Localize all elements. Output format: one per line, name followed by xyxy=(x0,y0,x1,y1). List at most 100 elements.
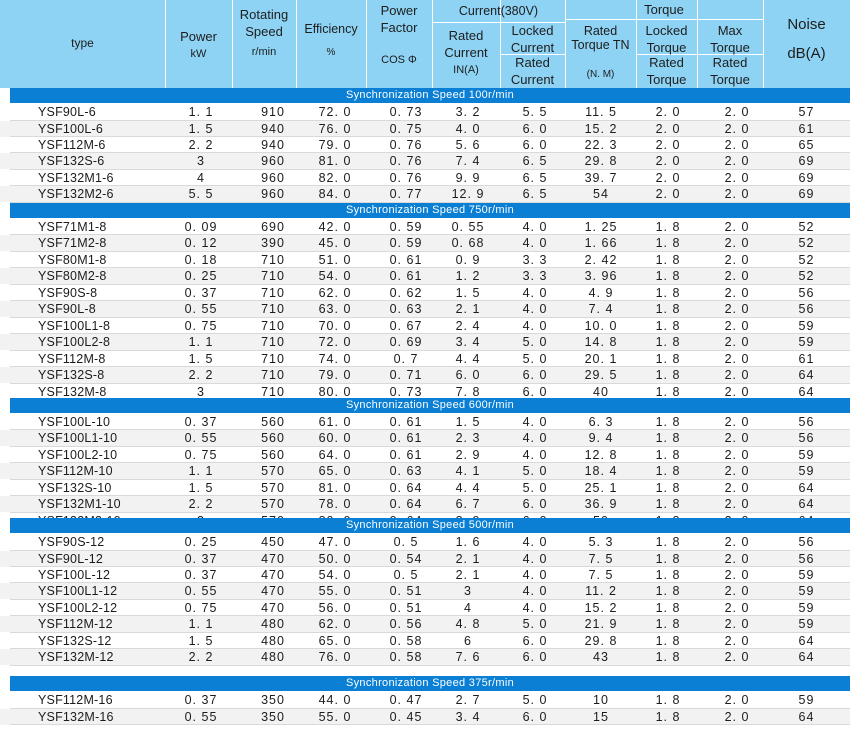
cell-power-factor: 0. 67 xyxy=(389,318,423,333)
cell-efficiency: 80. 0 xyxy=(318,384,352,399)
row-divider xyxy=(10,333,850,335)
cell-type: YSF100L-12 xyxy=(38,567,111,582)
cell-rated-torque: 20. 1 xyxy=(584,351,618,366)
cell-speed: 470 xyxy=(261,567,285,582)
cell-efficiency: 62. 0 xyxy=(318,285,352,300)
cell-rated-current: 2. 1 xyxy=(455,551,481,566)
row-divider xyxy=(10,168,850,170)
cell-rated-current: 5. 6 xyxy=(455,137,481,152)
header-rated-current-unit: IN(A) xyxy=(453,64,479,76)
cell-speed: 480 xyxy=(261,617,285,632)
cell-rated-current: 9. 9 xyxy=(455,170,481,185)
cell-max-torque: 2. 0 xyxy=(724,269,750,284)
cell-speed: 450 xyxy=(261,535,285,549)
header-locked-torque: Locked Torque xyxy=(645,23,688,55)
cell-locked-torque: 1. 8 xyxy=(655,600,681,615)
cell-locked-current: 4. 0 xyxy=(522,302,548,317)
cell-speed: 710 xyxy=(261,318,285,333)
table-row: YSF90L-6 1. 1 910 72. 0 0. 73 3. 2 5. 5 11. 5 2.… xyxy=(0,104,850,120)
cell-rated-torque: 15. 2 xyxy=(584,121,618,136)
cell-speed: 470 xyxy=(261,551,285,566)
cell-type: YSF132S-8 xyxy=(38,368,105,382)
cell-efficiency: 81. 0 xyxy=(318,154,352,169)
cell-rated-torque: 29. 5 xyxy=(584,368,618,382)
cell-efficiency: 65. 0 xyxy=(318,464,352,479)
table-row: YSF132M-12 2. 2 480 76. 0 0. 58 7. 6 6. 0 43 1. … xyxy=(0,649,850,666)
cell-type: YSF112M-6 xyxy=(38,137,106,152)
cell-rated-torque: 15. 2 xyxy=(584,600,618,615)
cell-power: 2. 2 xyxy=(188,368,214,382)
cell-locked-torque: 1. 8 xyxy=(655,351,681,366)
cell-speed: 710 xyxy=(261,351,285,366)
row-divider xyxy=(10,135,850,137)
header-current-group: Current(380V) xyxy=(458,4,539,18)
header-efficiency: Efficiency xyxy=(304,22,358,36)
cell-locked-current: 5. 5 xyxy=(522,105,548,119)
cell-rated-current: 4. 4 xyxy=(455,351,481,366)
header-divider xyxy=(432,22,565,23)
row-divider xyxy=(10,549,850,551)
cell-efficiency: 81. 0 xyxy=(318,480,352,495)
header-rated-torque-unit: (N. M) xyxy=(586,69,615,80)
cell-locked-current: 5. 0 xyxy=(522,693,548,707)
cell-locked-torque: 1. 8 xyxy=(655,617,681,632)
cell-rated-current: 1. 5 xyxy=(455,285,481,300)
cell-speed: 470 xyxy=(261,584,285,599)
cell-max-torque: 2. 0 xyxy=(724,105,750,119)
row-divider xyxy=(10,119,850,121)
cell-max-torque: 2. 0 xyxy=(724,617,750,632)
cell-max-torque: 2. 0 xyxy=(724,285,750,300)
cell-locked-current: 4. 0 xyxy=(522,584,548,599)
cell-locked-torque: 1. 8 xyxy=(655,693,681,707)
cell-noise: 59 xyxy=(798,447,815,462)
cell-rated-current: 4. 1 xyxy=(455,464,481,479)
cell-locked-torque: 1. 8 xyxy=(655,480,681,495)
cell-speed: 710 xyxy=(261,252,285,267)
row-divider xyxy=(10,598,850,600)
row-divider xyxy=(10,648,850,650)
table-row: YSF132S-12 1. 5 480 65. 0 0. 58 6 6. 0 29. 8 1. … xyxy=(0,633,850,649)
row-divider xyxy=(10,185,850,187)
cell-locked-current: 5. 0 xyxy=(522,464,548,479)
cell-power-factor: 0. 75 xyxy=(389,121,423,136)
cell-rated-current: 2. 4 xyxy=(455,318,481,333)
cell-locked-torque: 1. 8 xyxy=(655,431,681,446)
cell-locked-current: 5. 0 xyxy=(522,351,548,366)
cell-rated-torque: 29. 8 xyxy=(584,154,618,169)
cell-locked-current: 6. 0 xyxy=(522,121,548,136)
table-row: YSF132S-6 3 960 81. 0 0. 76 7. 4 6. 5 29. 8 2. 0… xyxy=(0,153,850,170)
cell-power-factor: 0. 61 xyxy=(389,431,423,446)
cell-locked-current: 4. 0 xyxy=(522,447,548,462)
cell-type: YSF100L2-8 xyxy=(38,335,111,350)
cell-rated-current: 7. 4 xyxy=(455,154,481,169)
cell-noise: 69 xyxy=(798,154,815,169)
cell-type: YSF100L-10 xyxy=(38,415,111,429)
cell-rated-current: 4 xyxy=(464,600,472,615)
cell-type: YSF100L-6 xyxy=(38,121,104,136)
header-divider xyxy=(636,54,763,55)
table-row: YSF132S-8 2. 2 710 79. 0 0. 71 6. 0 6. 0 29. 5 1… xyxy=(0,367,850,383)
cell-type: YSF112M-12 xyxy=(38,617,113,632)
cell-noise: 59 xyxy=(798,600,815,615)
cell-power: 0. 12 xyxy=(184,236,218,251)
table-row: YSF112M-12 1. 1 480 62. 0 0. 56 4. 8 5. 0 21. 9… xyxy=(0,616,850,633)
cell-type: YSF132M-8 xyxy=(38,384,107,399)
header-divider xyxy=(565,0,566,88)
cell-power: 0. 55 xyxy=(184,302,218,317)
section-header: Synchronization Speed 600r/min xyxy=(10,398,850,413)
cell-power: 0. 18 xyxy=(184,252,218,267)
cell-noise: 65 xyxy=(798,137,815,152)
cell-max-torque: 2. 0 xyxy=(724,368,750,382)
header-speed: Rotating Speed xyxy=(239,7,289,39)
cell-speed: 560 xyxy=(261,415,285,429)
cell-speed: 350 xyxy=(261,693,285,707)
header-power-unit: kW xyxy=(190,48,207,60)
table-row: YSF132M2-6 5. 5 960 84. 0 0. 77 12. 9 6. 5 54 2.… xyxy=(0,186,850,203)
cell-locked-torque: 1. 8 xyxy=(655,252,681,267)
cell-power-factor: 0. 45 xyxy=(389,709,423,724)
cell-power-factor: 0. 58 xyxy=(389,650,423,665)
cell-rated-current: 2. 7 xyxy=(455,693,481,707)
cell-locked-current: 6. 5 xyxy=(522,170,548,185)
cell-rated-torque: 36. 9 xyxy=(584,497,618,512)
cell-max-torque: 2. 0 xyxy=(724,650,750,665)
